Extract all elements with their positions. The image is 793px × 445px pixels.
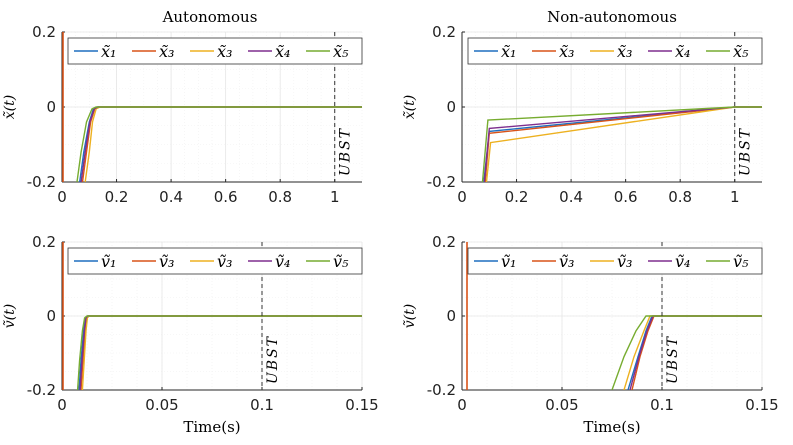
legend-label-2: ṽ₃ xyxy=(559,252,574,271)
x-tick-label: 0 xyxy=(457,396,467,414)
series-line-5 xyxy=(611,315,762,390)
y-tick-label: 0 xyxy=(46,307,56,325)
y-tick-label: -0.2 xyxy=(427,381,456,399)
xlabel-right: Time(s) xyxy=(583,418,640,436)
x-tick-label: 0 xyxy=(57,396,67,414)
y-tick-label: 0.2 xyxy=(32,23,56,41)
ubst-label: UBST xyxy=(338,127,354,176)
series-line-5 xyxy=(76,315,362,390)
x-tick-label: 0.4 xyxy=(159,188,183,206)
x-tick-label: 0 xyxy=(57,188,67,206)
legend-label-4: x̃₄ xyxy=(675,42,690,61)
legend: x̃₁ x̃₃ x̃₃ x̃₄ x̃₅ xyxy=(467,37,763,65)
series-group xyxy=(76,315,362,390)
x-tick-label: 1 xyxy=(730,188,740,206)
x-tick-label: 0.05 xyxy=(145,396,178,414)
title-non-autonomous: Non-autonomous xyxy=(547,8,677,26)
series-group xyxy=(611,315,762,390)
ubst-label: UBST xyxy=(738,127,754,176)
legend-label-1: x̃₁ xyxy=(101,42,116,61)
legend-label-5: ṽ₅ xyxy=(733,252,749,271)
y-tick-label: 0.2 xyxy=(432,233,456,251)
y-tick-label: 0.2 xyxy=(432,23,456,41)
legend-label-3: x̃₃ xyxy=(217,42,232,61)
series-group xyxy=(76,106,362,182)
legend-label-2: ṽ₃ xyxy=(159,252,174,271)
legend: x̃₁ x̃₃ x̃₃ x̃₄ x̃₅ xyxy=(67,37,363,65)
legend: ṽ₁ ṽ₃ ṽ₃ ṽ₄ ṽ₅ xyxy=(467,247,763,275)
x-tick-label: 0.8 xyxy=(268,188,292,206)
x-tick-label: 0.15 xyxy=(345,396,378,414)
y-tick-label: -0.2 xyxy=(27,381,56,399)
ubst-label: UBST xyxy=(665,335,681,384)
y-axis-label: ṽ(t) xyxy=(402,304,418,328)
legend-label-2: x̃₃ xyxy=(159,42,174,61)
x-tick-label: 0.15 xyxy=(745,396,778,414)
x-tick-label: 0.6 xyxy=(214,188,238,206)
y-tick-label: -0.2 xyxy=(27,173,56,191)
y-tick-label: 0 xyxy=(446,307,456,325)
title-autonomous: Autonomous xyxy=(162,8,258,26)
x-tick-label: 0.8 xyxy=(668,188,692,206)
legend-label-4: x̃₄ xyxy=(275,42,290,61)
series-line-1 xyxy=(78,315,362,390)
y-tick-label: 0.2 xyxy=(32,233,56,251)
legend-label-2: x̃₃ xyxy=(559,42,574,61)
y-axis-label: ṽ(t) xyxy=(2,304,18,328)
y-tick-label: 0 xyxy=(46,98,56,116)
y-axis-label: x̃(t) xyxy=(2,95,18,119)
legend-label-4: ṽ₄ xyxy=(275,252,290,271)
x-tick-label: 0.2 xyxy=(505,188,529,206)
x-tick-label: 0.05 xyxy=(545,396,578,414)
legend: ṽ₁ ṽ₃ ṽ₃ ṽ₄ ṽ₅ xyxy=(67,247,363,275)
series-line-5 xyxy=(481,106,762,182)
ubst-label: UBST xyxy=(265,335,281,384)
x-tick-label: 0.1 xyxy=(250,396,274,414)
series-line-5 xyxy=(76,106,362,182)
y-tick-label: 0 xyxy=(446,98,456,116)
legend-label-1: ṽ₁ xyxy=(501,252,516,271)
x-tick-label: 0.1 xyxy=(650,396,674,414)
legend-label-5: x̃₅ xyxy=(733,42,749,61)
legend-label-1: x̃₁ xyxy=(501,42,516,61)
y-tick-label: -0.2 xyxy=(427,173,456,191)
xlabel-left: Time(s) xyxy=(183,418,240,436)
legend-label-5: x̃₅ xyxy=(333,42,349,61)
legend-label-3: ṽ₃ xyxy=(617,252,632,271)
legend-label-3: ṽ₃ xyxy=(217,252,232,271)
x-tick-label: 0.6 xyxy=(614,188,638,206)
series-group xyxy=(481,106,762,182)
legend-label-1: ṽ₁ xyxy=(101,252,116,271)
x-tick-label: 0.2 xyxy=(105,188,129,206)
x-tick-label: 1 xyxy=(330,188,340,206)
x-tick-label: 0 xyxy=(457,188,467,206)
x-tick-label: 0.4 xyxy=(559,188,583,206)
legend-label-4: ṽ₄ xyxy=(675,252,690,271)
y-axis-label: x̃(t) xyxy=(402,95,418,119)
legend-label-3: x̃₃ xyxy=(617,42,632,61)
legend-label-5: ṽ₅ xyxy=(333,252,349,271)
